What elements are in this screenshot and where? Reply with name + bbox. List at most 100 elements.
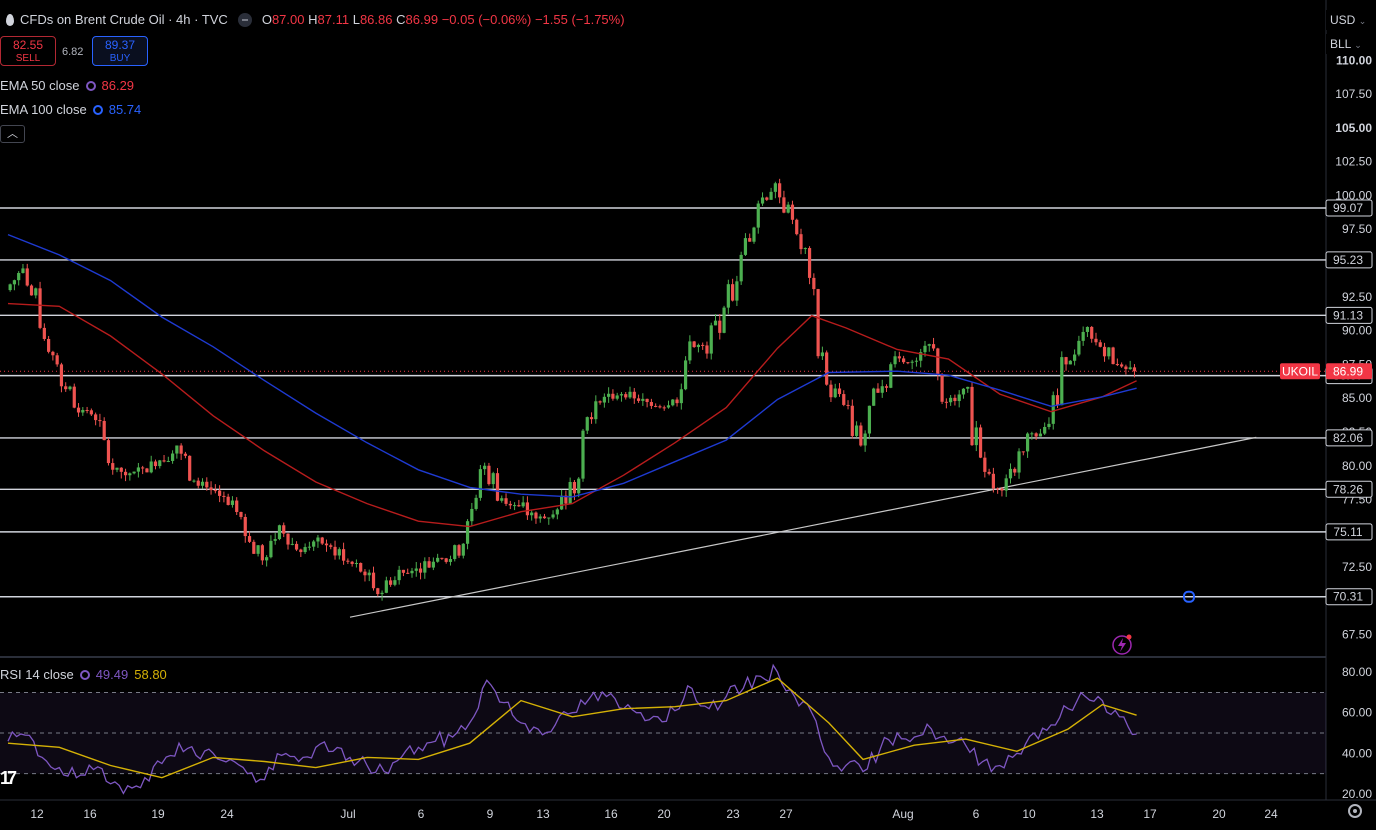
close-value: 86.99 bbox=[405, 12, 439, 27]
candle-down bbox=[205, 481, 209, 488]
candle-up bbox=[316, 537, 320, 542]
candle-up bbox=[568, 481, 572, 504]
candle-down bbox=[846, 404, 850, 406]
candle-down bbox=[765, 197, 769, 200]
alert-dot-icon bbox=[1126, 634, 1132, 640]
time-tick-label: 24 bbox=[220, 807, 234, 821]
candle-up bbox=[269, 540, 273, 558]
lightning-icon bbox=[1112, 635, 1132, 655]
candle-up bbox=[170, 453, 175, 461]
rsi-tick-label: 60.00 bbox=[1342, 706, 1372, 720]
price-badge-label: 86.99 bbox=[1333, 364, 1363, 378]
chevron-up-icon[interactable]: ︿ bbox=[0, 125, 25, 143]
candle-up bbox=[957, 394, 961, 402]
candle-up bbox=[735, 281, 739, 301]
candle-up bbox=[1030, 433, 1034, 435]
price-tick-label: 80.00 bbox=[1342, 459, 1372, 473]
candle-up bbox=[666, 405, 671, 408]
ema50-settings-icon[interactable] bbox=[85, 80, 96, 91]
time-tick-label: 6 bbox=[418, 807, 425, 821]
candle-down bbox=[632, 391, 636, 399]
candle-down bbox=[183, 453, 188, 456]
time-tick-label: 27 bbox=[779, 807, 793, 821]
candle-down bbox=[457, 545, 461, 556]
currency-select[interactable]: USD ⌄ bbox=[1326, 10, 1370, 30]
candle-up bbox=[602, 396, 606, 403]
candle-down bbox=[1000, 488, 1004, 491]
candle-down bbox=[790, 204, 795, 220]
candle-up bbox=[448, 559, 453, 562]
high-value: 87.11 bbox=[317, 12, 350, 27]
candle-up bbox=[1017, 451, 1021, 473]
settings-gear-icon[interactable] bbox=[1348, 804, 1362, 818]
candle-down bbox=[47, 338, 51, 352]
candle-up bbox=[128, 473, 132, 476]
candle-down bbox=[239, 511, 243, 517]
price-tick-label: 107.50 bbox=[1335, 87, 1372, 101]
level-label: 70.31 bbox=[1333, 590, 1363, 604]
candle-down bbox=[996, 488, 1000, 490]
currency-label: USD bbox=[1330, 13, 1356, 27]
sell-button[interactable]: 82.55 SELL bbox=[0, 36, 56, 66]
candle-up bbox=[1128, 367, 1132, 370]
candle-down bbox=[1120, 364, 1124, 367]
candle-up bbox=[192, 480, 196, 482]
candle-down bbox=[837, 388, 842, 395]
candle-down bbox=[371, 572, 376, 589]
candle-up bbox=[607, 393, 611, 397]
candle-up bbox=[1107, 347, 1111, 357]
ema100-settings-icon[interactable] bbox=[92, 104, 103, 115]
candle-up bbox=[833, 388, 837, 398]
time-tick-label: 12 bbox=[30, 807, 44, 821]
ema50-line bbox=[7, 302, 1137, 528]
candle-down bbox=[645, 398, 649, 403]
candle-up bbox=[910, 361, 914, 363]
hide-legend-icon[interactable] bbox=[237, 12, 252, 27]
buy-button[interactable]: 89.37 BUY bbox=[92, 36, 148, 66]
candle-up bbox=[752, 227, 756, 242]
candle-down bbox=[64, 386, 68, 390]
candle-up bbox=[773, 183, 777, 192]
tradingview-logo-icon[interactable]: 17 bbox=[0, 768, 17, 788]
candle-up bbox=[149, 461, 153, 473]
ema100-legend[interactable]: EMA 100 close 85.74 bbox=[0, 102, 141, 117]
candle-down bbox=[38, 288, 42, 328]
candle-down bbox=[636, 398, 641, 401]
candle-down bbox=[675, 399, 679, 404]
candle-down bbox=[85, 409, 89, 411]
candle-down bbox=[89, 410, 93, 415]
candle-up bbox=[256, 545, 260, 554]
price-tick-label: 102.50 bbox=[1335, 155, 1372, 169]
candle-down bbox=[624, 394, 628, 398]
candle-down bbox=[859, 425, 863, 446]
ema50-legend[interactable]: EMA 50 close 86.29 bbox=[0, 78, 134, 93]
level-badge bbox=[1325, 429, 1373, 447]
rsi-settings-icon[interactable] bbox=[79, 669, 90, 680]
candle-down bbox=[983, 457, 987, 472]
level-label: 82.06 bbox=[1333, 431, 1363, 445]
candle-down bbox=[98, 420, 102, 422]
candle-up bbox=[393, 580, 397, 585]
candle-down bbox=[525, 502, 530, 516]
buy-label: BUY bbox=[109, 53, 131, 64]
candle-up bbox=[756, 203, 760, 228]
candle-up bbox=[175, 445, 179, 454]
rsi-legend[interactable]: RSI 14 close 49.49 58.80 bbox=[0, 667, 167, 682]
ema50-label: EMA 50 close bbox=[0, 78, 80, 93]
candle-down bbox=[1098, 342, 1102, 347]
candle-up bbox=[743, 238, 748, 255]
unit-select[interactable]: BLL ⌄ bbox=[1326, 34, 1370, 54]
candle-up bbox=[512, 505, 517, 507]
candle-down bbox=[111, 463, 115, 470]
candle-down bbox=[1094, 338, 1098, 343]
candle-down bbox=[55, 355, 59, 365]
candle-down bbox=[299, 549, 303, 553]
candle-down bbox=[978, 427, 983, 458]
candle-up bbox=[594, 401, 598, 420]
candle-down bbox=[247, 536, 252, 542]
rsi-label: RSI 14 close bbox=[0, 667, 74, 682]
lightning-bolt-icon bbox=[1118, 638, 1126, 652]
symbol-icon bbox=[6, 13, 14, 26]
symbol-title[interactable]: CFDs on Brent Crude Oil · 4h · TVC bbox=[20, 12, 228, 27]
